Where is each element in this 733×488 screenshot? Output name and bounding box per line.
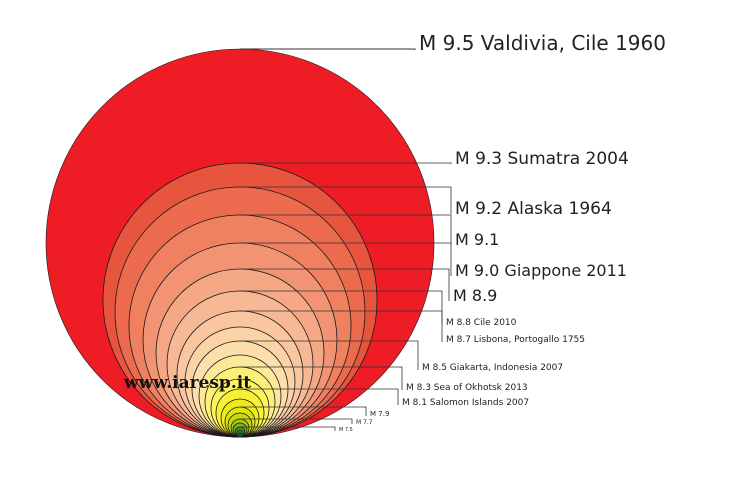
leader-line-17 [240,418,353,424]
quake-label-11: M 8.3 Sea of Okhotsk 2013 [406,383,528,393]
leader-lines-group [240,48,452,431]
quake-label-4: M 9.0 Giappone 2011 [455,261,627,280]
leader-line-2 [240,186,452,214]
leader-line-5 [240,268,450,301]
quake-label-5: M 8.9 [453,286,497,305]
leader-line-3 [240,214,452,245]
quake-label-3: M 9.1 [455,230,499,249]
quake-label-9: M 8.5 Giakarta, Indonesia 2007 [422,363,563,373]
circles-group [45,48,435,438]
labels-group: M 9.5 Valdivia, Cile 1960 M 9.3 Sumatra 2… [339,31,666,433]
quake-label-1: M 9.3 Sumatra 2004 [455,149,629,169]
quake-label-2: M 9.2 Alaska 1964 [455,199,612,219]
quake-label-19: M 7.5 [339,427,353,433]
leader-line-4 [240,242,452,276]
leader-line-15 [240,406,367,416]
leader-line-1 [240,162,452,164]
leader-line-0 [240,48,416,50]
leader-line-7 [240,310,443,342]
quake-label-13: M 8.1 Salomon Islands 2007 [402,398,529,408]
quake-label-15: M 7.9 [370,410,389,418]
magnitude-circle-21 [237,432,243,438]
quake-label-17: M 7.7 [356,419,373,426]
quake-label-7: M 8.7 Lisbona, Portogallo 1755 [446,335,585,345]
quake-label-6: M 8.8 Cile 2010 [446,318,517,328]
watermark-text: www.iaresp.it [123,373,251,393]
leader-line-11 [240,366,403,390]
leader-line-9 [240,340,419,370]
leader-line-13 [240,388,399,405]
quake-label-0: M 9.5 Valdivia, Cile 1960 [419,31,666,55]
leader-line-19 [240,426,336,431]
